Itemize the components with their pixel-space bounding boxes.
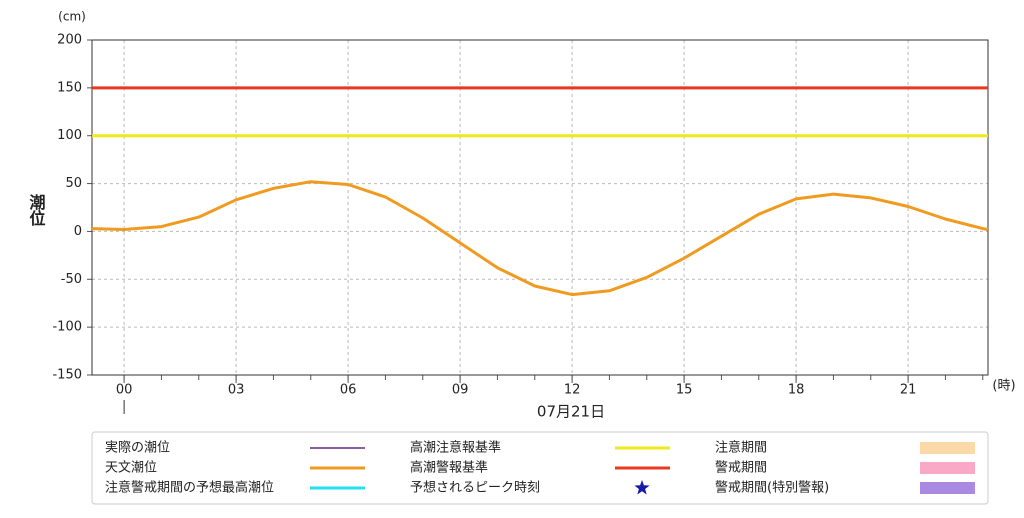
plot-frame: [91, 39, 989, 376]
x-tick-label: 03: [228, 383, 245, 398]
legend-label: 注意警戒期間の予想最高潮位: [105, 480, 274, 496]
x-tick-label: 06: [340, 383, 357, 398]
legend-swatch: [920, 442, 975, 454]
y-tick-label: 50: [65, 176, 82, 191]
legend-label: 警戒期間: [715, 460, 767, 476]
legend-label: 高潮注意報基準: [410, 440, 501, 456]
legend-label: 天文潮位: [105, 461, 157, 476]
date-label: 07月21日: [537, 403, 605, 421]
x-tick-label: 00: [116, 383, 133, 398]
legend-label: 警戒期間(特別警報): [715, 480, 829, 496]
y-tick-label: 200: [57, 33, 82, 48]
legend-label: 実際の潮位: [105, 440, 170, 456]
y-tick-label: 150: [57, 80, 82, 95]
x-tick-label: 09: [452, 383, 469, 398]
y-tick-label: -50: [61, 272, 82, 287]
x-tick-label: 15: [676, 383, 693, 398]
legend-swatch: [634, 480, 650, 495]
legend-label: 予想されるピーク時刻: [410, 480, 540, 496]
x-tick-label: 21: [900, 383, 917, 398]
series-line: [91, 180, 989, 297]
x-tick-label: 12: [564, 383, 581, 398]
legend-label: 注意期間: [715, 440, 767, 456]
y-tick-label: -150: [52, 368, 82, 383]
x-unit: (時): [992, 379, 1015, 394]
y-tick-label: -100: [52, 320, 82, 335]
x-tick-label: 18: [788, 383, 805, 398]
y-tick-label: 0: [74, 224, 82, 239]
y-unit: (cm): [58, 10, 86, 24]
legend-swatch: [920, 482, 975, 494]
legend-swatch: [920, 462, 975, 474]
legend-label: 高潮警報基準: [410, 460, 488, 476]
y-tick-label: 100: [57, 128, 82, 143]
legend-box: [91, 431, 989, 505]
y-axis-label: 潮位: [27, 193, 46, 227]
